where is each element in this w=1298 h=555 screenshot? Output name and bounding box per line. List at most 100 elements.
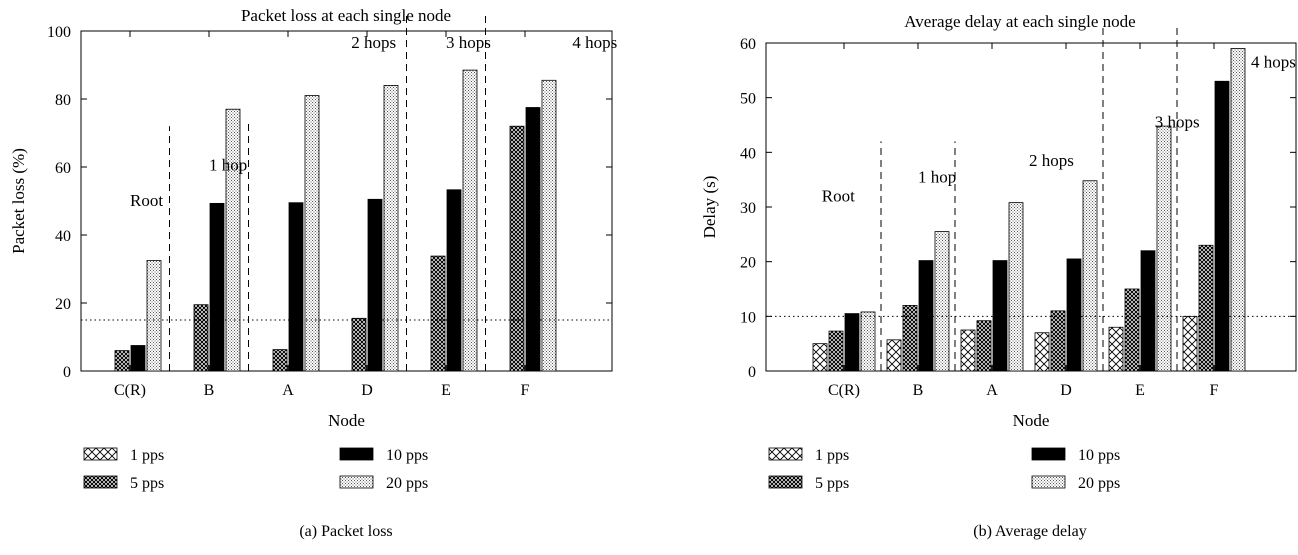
legend-swatch xyxy=(1031,475,1066,489)
y-tick-label: 50 xyxy=(740,91,756,108)
legend-label: 5 pps xyxy=(815,475,849,492)
bar xyxy=(1050,310,1066,372)
y-tick-label: 60 xyxy=(740,36,756,53)
bar xyxy=(209,202,225,372)
legend-swatch xyxy=(339,475,374,489)
legend-label: 10 pps xyxy=(1078,447,1120,464)
chart-title: Packet loss at each single node xyxy=(241,6,451,25)
x-tick-label: B xyxy=(913,382,924,399)
hop-annotation: Root xyxy=(130,191,163,210)
y-tick-label: 40 xyxy=(55,228,71,245)
y-tick-label: 10 xyxy=(740,309,756,326)
bar xyxy=(1082,180,1098,372)
bar xyxy=(992,260,1008,372)
bar xyxy=(462,69,478,372)
legend-label: 20 pps xyxy=(1078,475,1120,492)
y-tick-label: 100 xyxy=(47,24,71,41)
y-tick-label: 30 xyxy=(740,200,756,217)
bar xyxy=(860,311,876,372)
y-tick-label: 60 xyxy=(55,160,71,177)
bar xyxy=(902,304,918,372)
hop-annotation: 4 hops xyxy=(572,33,617,52)
legend-swatch xyxy=(1031,447,1066,461)
bar xyxy=(541,79,557,372)
bar xyxy=(367,198,383,372)
x-tick-label: A xyxy=(986,382,998,399)
bar xyxy=(1140,250,1156,372)
hop-annotation: 1 hop xyxy=(209,155,247,174)
bar xyxy=(446,189,462,372)
hop-annotation: 2 hops xyxy=(351,33,396,52)
hop-annotation: 1 hop xyxy=(918,167,956,186)
legend-label: 5 pps xyxy=(130,475,164,492)
bar xyxy=(1008,202,1024,372)
bar xyxy=(1124,288,1140,372)
legend-swatch xyxy=(83,447,118,461)
bar xyxy=(918,260,934,372)
legend-swatch xyxy=(768,475,803,489)
hop-annotation: 2 hops xyxy=(1029,151,1074,170)
hop-annotation: 3 hops xyxy=(446,33,491,52)
legend-label: 20 pps xyxy=(386,475,428,492)
y-tick-label: 0 xyxy=(63,364,71,381)
x-tick-label: E xyxy=(1135,382,1145,399)
figure-caption: (a) Packet loss xyxy=(299,523,392,540)
x-axis-label: Node xyxy=(1013,411,1050,430)
bar xyxy=(1156,125,1172,372)
x-tick-label: C(R) xyxy=(114,382,146,399)
bar xyxy=(1034,332,1050,372)
y-axis-label: Packet loss (%) xyxy=(9,148,28,254)
x-tick-label: F xyxy=(1210,382,1219,399)
y-tick-label: 20 xyxy=(740,255,756,272)
bar xyxy=(272,349,288,372)
bar xyxy=(509,125,525,372)
y-tick-label: 20 xyxy=(55,296,71,313)
x-tick-label: C(R) xyxy=(828,382,860,399)
bar xyxy=(1214,80,1230,372)
bar xyxy=(225,108,241,372)
bar xyxy=(193,304,209,372)
legend-swatch xyxy=(768,447,803,461)
x-tick-label: B xyxy=(204,382,215,399)
bar xyxy=(430,255,446,372)
legend-label: 10 pps xyxy=(386,447,428,464)
bar xyxy=(288,202,304,372)
y-tick-label: 80 xyxy=(55,92,71,109)
legend-swatch xyxy=(83,475,118,489)
bar xyxy=(351,317,367,372)
chart-packet-loss: 0 20 40 60 80 100 C(R) B A D E F Root 1 hop 2 hops 3 ho… xyxy=(9,6,617,540)
y-tick-label: 0 xyxy=(748,364,756,381)
bar xyxy=(304,95,320,372)
bar xyxy=(1230,48,1246,372)
legend-swatch xyxy=(339,447,374,461)
bar xyxy=(383,85,399,372)
x-tick-label: D xyxy=(1060,382,1072,399)
bar xyxy=(960,329,976,372)
chart-title: Average delay at each single node xyxy=(904,12,1135,31)
bar xyxy=(114,350,130,372)
plot-frame xyxy=(80,30,613,372)
bar xyxy=(934,231,950,372)
x-tick-label: D xyxy=(361,382,373,399)
legend-label: 1 pps xyxy=(130,447,164,464)
x-tick-label: A xyxy=(282,382,294,399)
bar xyxy=(146,260,162,372)
bar xyxy=(1182,315,1198,372)
x-axis-label: Node xyxy=(328,411,365,430)
bar xyxy=(1108,326,1124,372)
hop-annotation: Root xyxy=(822,187,855,206)
bar xyxy=(525,107,541,372)
bar xyxy=(886,339,902,372)
hop-annotation: 3 hops xyxy=(1155,113,1200,132)
bar xyxy=(844,313,860,372)
legend-label: 1 pps xyxy=(815,447,849,464)
bar xyxy=(976,320,992,372)
y-axis-label: Delay (s) xyxy=(700,176,719,239)
chart-average-delay: 0 10 20 30 40 50 60 C(R) B A D E F Root 1 hop 2 hops 3 h… xyxy=(700,12,1297,540)
bar xyxy=(130,345,146,372)
x-tick-label: F xyxy=(521,382,530,399)
hop-annotation: 4 hops xyxy=(1251,53,1296,72)
x-tick-label: E xyxy=(441,382,451,399)
